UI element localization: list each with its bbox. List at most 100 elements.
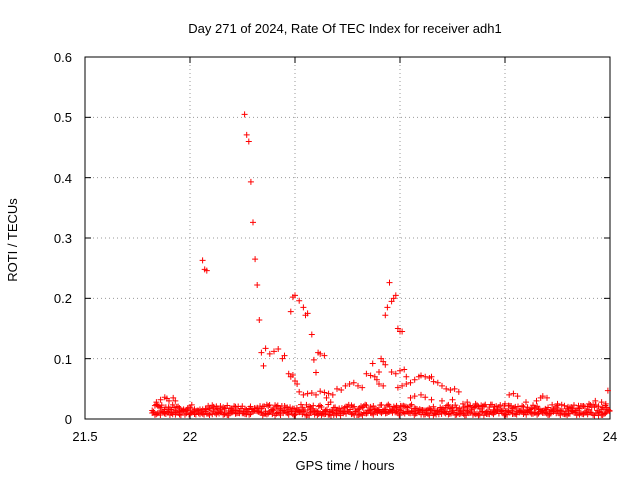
data-point [378, 401, 385, 408]
data-point [375, 406, 382, 413]
data-point [304, 310, 311, 317]
data-point [545, 404, 552, 411]
data-point [346, 381, 353, 388]
data-point [392, 370, 399, 377]
data-point [350, 379, 357, 386]
data-point [371, 373, 378, 380]
data-point [232, 410, 239, 417]
data-point [455, 388, 462, 395]
data-point [530, 410, 537, 417]
data-point [228, 405, 235, 412]
data-point [407, 403, 414, 410]
data-point [539, 393, 546, 400]
data-point [483, 408, 490, 415]
data-point [405, 408, 412, 415]
data-point [285, 370, 292, 377]
data-point [514, 393, 521, 400]
data-point [171, 404, 178, 411]
data-point [266, 350, 273, 357]
data-point [203, 406, 210, 413]
data-point [370, 402, 377, 409]
data-point [396, 406, 403, 413]
data-point [448, 405, 455, 412]
data-point [239, 403, 246, 410]
data-point [289, 411, 296, 418]
data-point [369, 360, 376, 367]
data-point [267, 407, 274, 414]
data-point [384, 304, 391, 311]
data-point [307, 409, 314, 416]
data-point [390, 403, 397, 410]
data-point [536, 406, 543, 413]
data-point [595, 403, 602, 410]
y-tick-label: 0.6 [54, 50, 72, 65]
data-point [561, 402, 568, 409]
data-point [292, 292, 298, 299]
data-point [363, 370, 370, 377]
data-point [246, 411, 253, 418]
data-point [408, 401, 415, 408]
data-point [598, 399, 605, 406]
data-point [544, 394, 550, 401]
data-point [481, 402, 487, 409]
data-point [296, 408, 303, 415]
data-point [165, 409, 172, 416]
data-point [451, 385, 458, 392]
data-point [407, 394, 414, 401]
data-point [317, 350, 324, 357]
data-point [175, 403, 182, 410]
data-point [203, 267, 210, 274]
data-point [220, 404, 227, 411]
data-point [565, 407, 572, 414]
data-point [399, 382, 406, 389]
data-point [308, 390, 315, 397]
data-point [422, 394, 429, 401]
data-point [510, 404, 517, 411]
data-point [299, 404, 306, 411]
data-point [469, 411, 476, 418]
data-point [258, 349, 265, 356]
data-point [325, 390, 332, 397]
data-point [252, 256, 259, 263]
data-point [373, 405, 380, 412]
data-point [570, 402, 577, 409]
data-point [390, 295, 397, 302]
data-point [605, 406, 612, 413]
data-point [300, 391, 307, 398]
data-point [334, 385, 340, 392]
data-point [504, 407, 511, 414]
y-tick-label: 0.5 [54, 110, 72, 125]
data-point [497, 402, 504, 409]
data-point [472, 400, 479, 407]
data-point [287, 404, 294, 411]
data-point [373, 376, 380, 383]
data-point [430, 378, 437, 385]
data-point [418, 391, 424, 398]
data-point [382, 312, 389, 319]
x-tick-label: 24 [603, 429, 617, 444]
y-tick-label: 0.3 [54, 231, 72, 246]
data-point [153, 399, 160, 406]
data-point [444, 402, 451, 409]
data-point [274, 402, 281, 409]
data-point [370, 411, 377, 418]
data-point [502, 400, 508, 407]
data-point [327, 399, 334, 406]
data-point [318, 404, 325, 411]
data-point [378, 355, 385, 362]
data-point [602, 410, 609, 417]
data-point [586, 400, 592, 407]
data-point [407, 379, 414, 386]
data-point [322, 407, 329, 414]
y-tick-label: 0.1 [54, 352, 72, 367]
data-point [317, 402, 324, 409]
data-point [281, 352, 288, 359]
data-point [575, 402, 582, 409]
data-point [426, 405, 433, 412]
data-point [459, 407, 466, 414]
data-point [380, 358, 387, 365]
data-point [500, 407, 507, 414]
data-point [411, 376, 418, 383]
data-point [362, 401, 369, 408]
